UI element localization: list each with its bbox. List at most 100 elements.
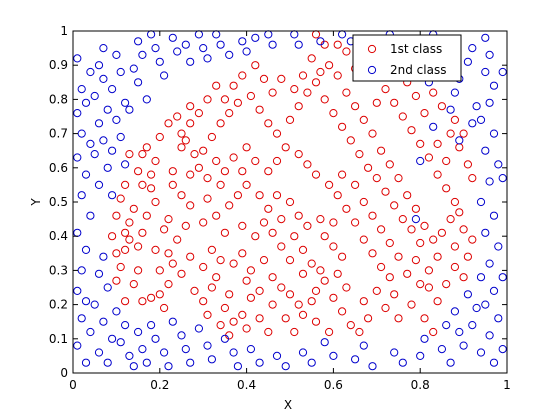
data-point [199,146,208,155]
data-point [94,61,104,70]
data-point [359,197,368,207]
data-point [246,91,255,101]
data-point [455,136,464,145]
y-tick-label: 0.9 [49,58,68,72]
data-point [455,327,464,337]
data-point [138,228,147,237]
data-point [73,286,82,295]
data-point [481,146,490,155]
data-point [381,303,390,313]
data-point [390,201,399,210]
data-point [351,218,360,227]
data-point [342,204,351,213]
data-point [142,143,151,152]
data-point [442,156,451,166]
data-point [134,78,143,87]
data-point [368,362,377,371]
data-point [394,314,403,323]
data-point [437,102,446,111]
data-point [416,139,425,148]
data-point [116,262,125,272]
data-point [472,303,481,313]
data-point [411,204,420,213]
data-point [238,310,247,319]
data-point [268,300,277,309]
data-point [116,67,125,77]
data-point [463,160,472,169]
data-point [220,334,229,343]
data-point [99,317,108,326]
data-point [437,345,446,354]
data-point [116,194,125,203]
data-point [242,180,251,189]
data-point [125,105,134,114]
data-point [420,314,429,323]
data-point [147,293,156,302]
data-point [424,266,433,275]
data-point [333,191,342,200]
data-point [485,259,494,268]
data-point [481,67,490,77]
data-point [203,310,212,319]
data-point [138,297,147,306]
y-tick-label: 0.2 [49,298,68,312]
data-point [255,105,264,114]
data-point [442,280,451,289]
data-point [264,167,273,176]
data-point [346,321,355,330]
data-point [294,40,303,49]
data-point [285,256,295,265]
data-point [142,211,151,220]
data-point [307,358,316,367]
data-point [121,321,130,330]
data-point [294,211,303,220]
data-point [86,327,95,337]
data-point [338,307,347,316]
data-point [164,362,173,371]
data-point [259,74,269,84]
data-point [403,191,412,200]
data-point [390,98,399,107]
data-point [207,283,216,292]
data-point [351,102,360,111]
data-point [90,300,99,309]
data-point [225,109,234,118]
data-point [424,283,433,292]
data-point [311,78,321,87]
data-point [485,177,494,186]
data-point [186,102,195,111]
data-point [416,238,425,248]
data-point [481,228,490,237]
data-point [181,136,190,145]
data-point [272,191,282,200]
data-point [238,249,247,258]
data-point [377,225,386,234]
data-point [463,290,472,299]
data-point [73,153,82,162]
data-point [285,197,295,207]
data-point [77,85,86,94]
y-ticks: 0 0.1 0.2 0.3 0.4 0.5 0.6 0.7 0.8 0.9 1 [49,24,507,380]
data-point [81,98,91,107]
data-point [121,180,130,189]
data-point [494,242,503,251]
data-point [437,228,446,237]
data-point [372,174,381,183]
data-point [429,88,438,97]
data-point [103,105,112,114]
data-point [116,132,125,142]
data-point [385,273,394,282]
x-axis-label: X [284,398,292,412]
data-point [333,71,342,80]
data-point [207,355,216,364]
data-point [108,85,117,94]
data-point [121,160,130,169]
data-point [342,283,351,292]
data-point [186,170,195,179]
legend-label-2nd-class: 2nd class [390,63,446,77]
data-point [446,215,455,224]
data-point [94,180,104,189]
data-point [134,167,143,176]
data-point [294,300,303,309]
data-point [81,170,91,179]
